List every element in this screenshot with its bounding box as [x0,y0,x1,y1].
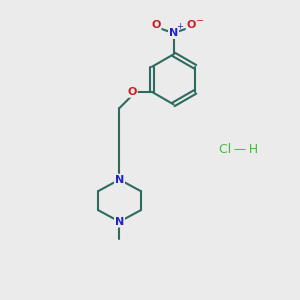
Text: N: N [169,28,178,38]
Text: O: O [128,87,137,97]
Text: O: O [151,20,160,30]
Text: Cl — H: Cl — H [219,143,258,157]
Text: N: N [115,175,124,184]
Text: N: N [115,217,124,227]
Text: O: O [187,20,196,30]
Text: −: − [196,16,204,26]
Text: +: + [177,22,184,31]
